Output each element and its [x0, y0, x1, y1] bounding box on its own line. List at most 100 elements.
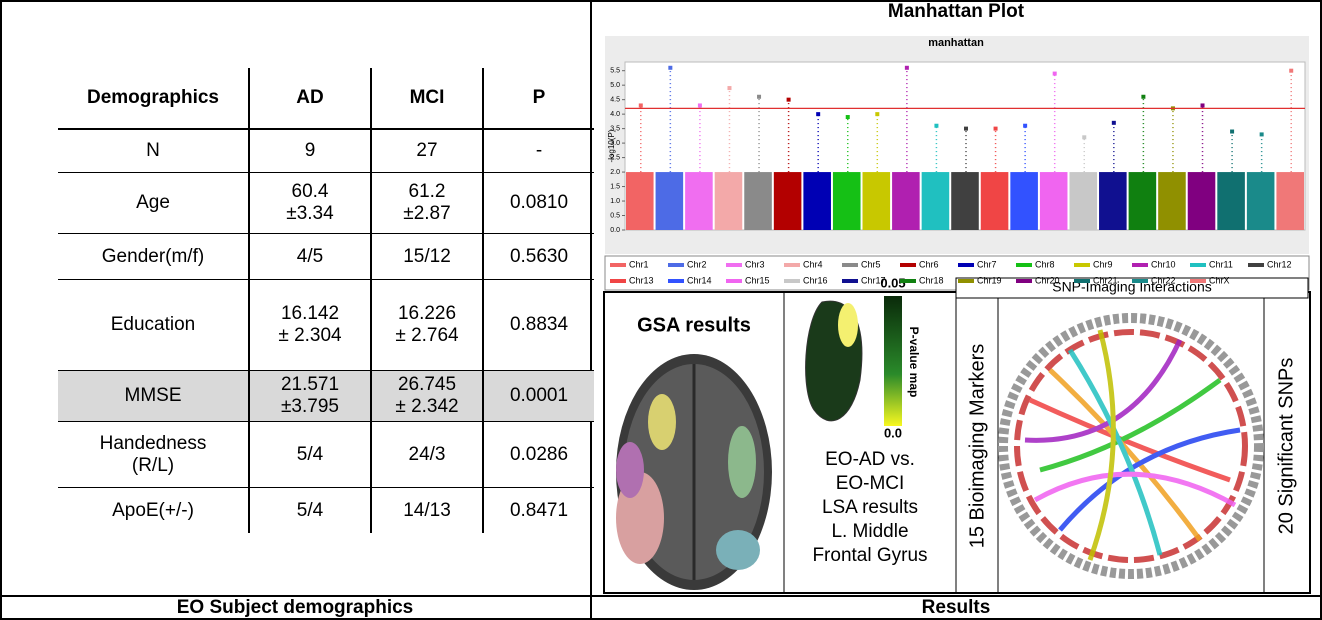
snp-cloud: [863, 172, 891, 230]
legend-label: ChrX: [1209, 275, 1230, 285]
header-cell: AD: [249, 68, 371, 129]
peak-point: [875, 112, 879, 116]
heading: Manhattan Plot: [888, 1, 1025, 22]
y-tick-label: 5.5: [610, 68, 620, 75]
legend-label: Chr9: [1093, 259, 1113, 269]
legend-swatch: [784, 279, 800, 283]
legend-label: Chr22: [1151, 275, 1176, 285]
legend-label: Chr19: [977, 275, 1002, 285]
cell: Handedness (R/L): [58, 422, 249, 488]
snp-cloud: [774, 172, 802, 230]
legend-swatch: [842, 279, 858, 283]
peak-point: [846, 115, 850, 119]
y-tick-label: 3.5: [610, 125, 620, 132]
cell: 60.4 ±3.34: [249, 173, 371, 234]
y-tick-label: 0.5: [610, 212, 620, 219]
legend-swatch: [668, 279, 684, 283]
cell: 16.142 ± 2.304: [249, 280, 371, 371]
header-cell: P: [483, 68, 594, 129]
snp-cloud: [951, 172, 979, 230]
snp-cloud: [626, 172, 654, 230]
cell: 0.8471: [483, 488, 594, 534]
legend-swatch: [1074, 279, 1090, 283]
legend-label: Chr7: [977, 259, 997, 269]
legend-swatch: [1248, 263, 1264, 267]
peak-point: [757, 95, 761, 99]
peak-point: [727, 86, 731, 90]
peak-point: [816, 112, 820, 116]
cell: 0.0286: [483, 422, 594, 488]
lsa-caption: EO-AD vs. EO-MCI LSA results L. Middle F…: [784, 448, 956, 568]
snp-cloud: [1040, 172, 1068, 230]
snp-left-label: 15 Bioimaging Markers: [966, 344, 988, 549]
legend-swatch: [900, 279, 916, 283]
cell: -: [483, 129, 594, 173]
legend-label: Chr20: [1035, 275, 1060, 285]
legend-swatch: [1132, 279, 1148, 283]
legend-swatch: [1190, 279, 1206, 283]
lsa-map: [838, 303, 858, 347]
cell: 21.571 ±3.795: [249, 371, 371, 422]
legend-label: Chr21: [1093, 275, 1118, 285]
cell: 26.745 ± 2.342: [371, 371, 483, 422]
caption: EO Subject demographics: [177, 597, 414, 618]
legend-swatch: [842, 263, 858, 267]
cell: ApoE(+/-): [58, 488, 249, 534]
cell: 4/5: [249, 234, 371, 280]
cell: Age: [58, 173, 249, 234]
snp-cloud: [1188, 172, 1216, 230]
legend-swatch: [784, 263, 800, 267]
peak-point: [639, 103, 643, 107]
caption: Results: [922, 597, 991, 618]
legend-swatch: [668, 263, 684, 267]
y-tick-label: 3.0: [610, 140, 620, 147]
snp-cloud: [685, 172, 713, 230]
cell: N: [58, 129, 249, 173]
cell: MMSE: [58, 371, 249, 422]
cell: 5/4: [249, 488, 371, 534]
cell: 61.2 ±2.87: [371, 173, 483, 234]
legend-label: Chr8: [1035, 259, 1055, 269]
legend-label: Chr16: [803, 275, 828, 285]
snp-cloud: [1247, 172, 1275, 230]
scale-min: 0.0: [884, 425, 902, 440]
peak-point: [698, 103, 702, 107]
legend-swatch: [726, 279, 742, 283]
legend-swatch: [610, 263, 626, 267]
peak-point: [1082, 135, 1086, 139]
peak-point: [668, 66, 672, 70]
snp-cloud: [922, 172, 950, 230]
legend-label: Chr18: [919, 275, 944, 285]
peak-point: [1112, 121, 1116, 125]
cell: 0.5630: [483, 234, 594, 280]
legend-label: Chr1: [629, 259, 649, 269]
y-tick-label: 1.5: [610, 183, 620, 190]
legend-swatch: [1016, 279, 1032, 283]
y-tick-label: 4.5: [610, 96, 620, 103]
cell: 9: [249, 129, 371, 173]
legend-swatch: [726, 263, 742, 267]
legend-label: Chr15: [745, 275, 770, 285]
plot-title: manhattan: [928, 37, 984, 49]
region: [728, 426, 756, 498]
peak-point: [787, 98, 791, 102]
peak-point: [934, 124, 938, 128]
peak-point: [1023, 124, 1027, 128]
legend-label: Chr17: [861, 275, 886, 285]
peak-point: [1230, 130, 1234, 134]
snp-cloud: [892, 172, 920, 230]
y-tick-label: 4.0: [610, 111, 620, 118]
peak-point: [964, 127, 968, 131]
y-tick-label: 1.0: [610, 198, 620, 205]
snp-cloud: [981, 172, 1009, 230]
cell: 27: [371, 129, 483, 173]
gsa-label: GSA results: [637, 314, 751, 336]
legend-label: Chr4: [803, 259, 823, 269]
cell: 16.226 ± 2.764: [371, 280, 483, 371]
snp-cloud: [1158, 172, 1186, 230]
